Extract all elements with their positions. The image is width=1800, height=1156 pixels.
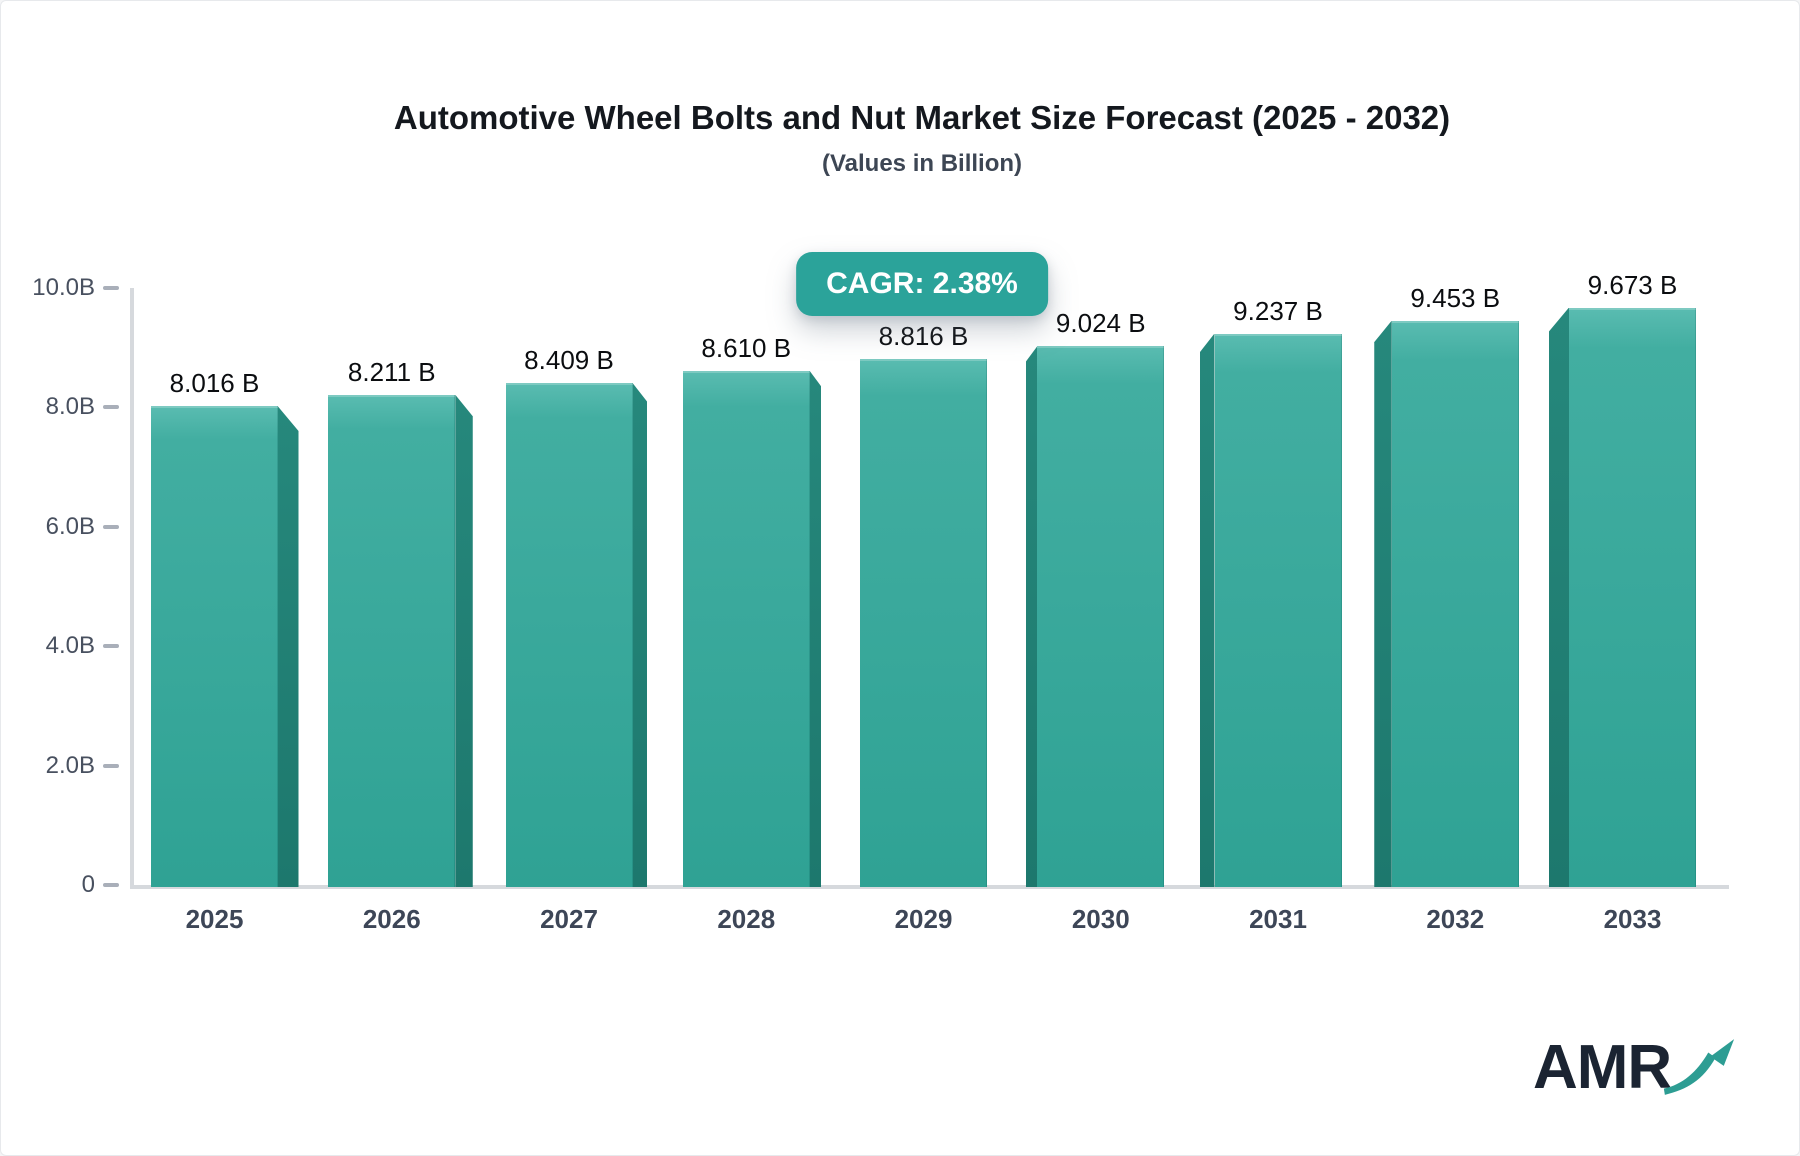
bar-front-face[interactable]: [328, 394, 456, 887]
bar-front-face[interactable]: [1569, 307, 1696, 887]
y-tick-label: 0: [81, 871, 95, 898]
y-tick-label: 10.0B: [32, 274, 95, 301]
bar-value-label: 8.409 B: [524, 344, 614, 375]
bar-value-label: 9.237 B: [1233, 295, 1323, 326]
x-tick-label: 2026: [362, 904, 421, 934]
bar-value-label: 9.453 B: [1410, 282, 1501, 313]
bar-side-face: [1374, 320, 1392, 887]
y-tick-dash: [103, 644, 119, 649]
bar-front-face[interactable]: [682, 370, 810, 887]
bar-value-label: 8.816 B: [878, 320, 969, 351]
x-axis-line: [130, 885, 1729, 889]
x-tick-label: 2025: [185, 904, 244, 934]
x-tick-label: 2027: [540, 904, 598, 934]
x-tick-label: 2029: [894, 904, 953, 934]
bar-side-face: [1200, 333, 1215, 887]
cagr-badge: CAGR: 2.38%: [796, 252, 1048, 316]
bar-value-label: 9.024 B: [1055, 308, 1146, 339]
bar-side-face: [1025, 346, 1038, 887]
y-tick-dash: [103, 524, 119, 529]
bar-front-face[interactable]: [151, 406, 278, 887]
x-tick-label: 2032: [1426, 904, 1485, 934]
bar-side-face: [1548, 307, 1569, 887]
y-tick-dash: [103, 405, 119, 410]
y-tick-dash: [103, 883, 119, 887]
y-axis-line: [130, 288, 134, 887]
chart-subtitle: (Values in Billion): [821, 150, 1023, 177]
bar-side-face: [455, 394, 473, 887]
bar-side-face: [809, 370, 822, 887]
chart-title: Automotive Wheel Bolts and Nut Market Si…: [393, 99, 1451, 136]
bar-front-face[interactable]: [1391, 320, 1519, 887]
y-tick-dash: [103, 286, 119, 290]
x-tick-label: 2028: [717, 904, 776, 934]
amr-logo-text: AMR: [1533, 1033, 1672, 1102]
x-tick-label: 2030: [1071, 904, 1130, 934]
x-tick-label: 2033: [1603, 904, 1662, 934]
bar-front-face[interactable]: [1214, 333, 1342, 887]
bar-side-face: [278, 406, 299, 887]
bar-front-face[interactable]: [505, 382, 633, 887]
y-tick-label: 2.0B: [45, 751, 95, 779]
bar-value-label: 8.610 B: [701, 332, 792, 363]
growth-arrow-icon: [1664, 1039, 1735, 1095]
y-tick-label: 6.0B: [45, 512, 95, 540]
bar-value-label: 8.211 B: [347, 356, 436, 387]
bar-side-face: [632, 382, 647, 887]
bar-front-face[interactable]: [1037, 346, 1165, 887]
y-tick-label: 4.0B: [45, 632, 95, 660]
bar-value-label: 8.016 B: [169, 368, 260, 399]
bar-value-label: 9.673 B: [1587, 269, 1678, 300]
x-tick-label: 2031: [1249, 904, 1307, 934]
amr-logo: AMR: [1533, 1037, 1739, 1099]
bar-front-face[interactable]: [860, 358, 987, 887]
y-tick-dash: [103, 763, 119, 768]
y-tick-label: 8.0B: [45, 393, 95, 421]
